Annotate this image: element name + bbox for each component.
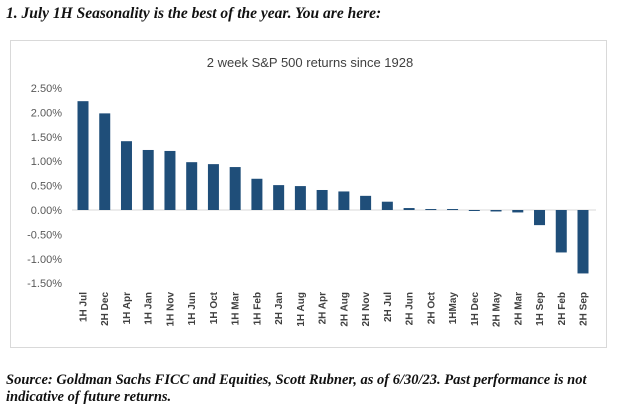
heading: 1. July 1H Seasonality is the best of th… (6, 5, 382, 22)
x-tick-label: 2H Apr (318, 292, 329, 325)
x-tick-label: 1H Apr (122, 292, 133, 325)
y-tick-label: 1.50% (31, 132, 62, 144)
x-tick-label: 2H Nov (361, 292, 372, 327)
x-tick-label: 1H Jul (79, 292, 90, 322)
bar (316, 189, 328, 210)
bar (468, 210, 480, 211)
x-tick-label: 2H Aug (339, 292, 350, 327)
y-tick-label: 2.00% (31, 107, 62, 119)
x-tick-label: 2H Dec (100, 292, 111, 326)
bar (338, 191, 350, 210)
x-tick-label: 1H Nov (165, 292, 176, 327)
bar (207, 164, 219, 210)
x-tick-label: 2H Feb (557, 292, 568, 325)
bar (99, 113, 111, 210)
bar (403, 208, 415, 210)
x-tick-label: 1HMay (448, 292, 459, 325)
x-tick-label: 1H Feb (252, 292, 263, 325)
bar (577, 210, 589, 274)
bar (534, 210, 546, 226)
bar (490, 210, 502, 212)
y-tick-label: -1.50% (27, 278, 62, 290)
y-tick-label: 2.50% (31, 83, 62, 95)
bar (425, 209, 437, 211)
y-tick-label: 0.00% (31, 205, 62, 217)
x-tick-label: 2H Sep (579, 292, 590, 326)
x-tick-label: 2H May (492, 292, 503, 327)
bar (251, 178, 263, 210)
bar (186, 162, 198, 210)
bar (381, 201, 393, 210)
bar (294, 186, 306, 210)
x-tick-label: 1H Dec (470, 292, 481, 326)
bar (555, 210, 567, 253)
bar (77, 101, 89, 210)
bar (142, 149, 154, 210)
y-tick-label: -0.50% (27, 229, 62, 241)
source-note: Source: Goldman Sachs FICC and Equities,… (6, 372, 587, 405)
x-tick-label: 2H Oct (426, 291, 437, 324)
y-tick-label: 0.50% (31, 181, 62, 193)
bar (360, 195, 372, 210)
bar (273, 185, 285, 210)
bar (229, 167, 241, 210)
y-tick-label: -1.00% (27, 254, 62, 266)
bar (512, 210, 524, 213)
chart-frame (10, 40, 607, 348)
x-tick-label: 2H Jan (274, 292, 285, 325)
x-tick-label: 1H Jan (144, 292, 155, 325)
x-tick-label: 1H Jun (187, 292, 198, 325)
x-tick-label: 2H Jul (383, 292, 394, 322)
bar (120, 141, 132, 210)
x-tick-label: 1H Aug (296, 292, 307, 327)
x-tick-label: 2H Jun (405, 292, 416, 325)
y-tick-label: 1.00% (31, 156, 62, 168)
x-tick-label: 2H Mar (513, 292, 524, 325)
bar (447, 209, 459, 211)
x-tick-label: 1H Sep (535, 292, 546, 326)
bar (164, 150, 176, 210)
chart-title: 2 week S&P 500 returns since 1928 (207, 55, 413, 70)
x-tick-label: 1H Mar (231, 292, 242, 325)
x-tick-label: 1H Oct (209, 291, 220, 324)
